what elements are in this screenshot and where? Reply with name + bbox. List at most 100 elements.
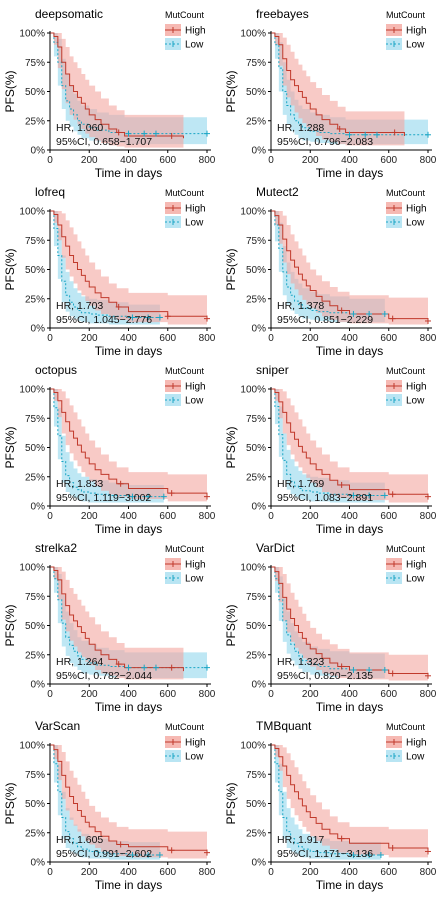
- y-tick-label: 75%: [25, 58, 45, 69]
- ci-annotation: 95%CI, 0.991−2.602: [56, 848, 152, 860]
- low-ci-band: [271, 745, 381, 860]
- high-ci-band: [271, 567, 428, 681]
- y-tick-label: 25%: [25, 472, 45, 483]
- x-axis-label: Time in days: [316, 522, 384, 536]
- high-ci-band: [271, 211, 428, 325]
- x-axis-label: Time in days: [95, 700, 163, 714]
- y-tick-label: 50%: [246, 443, 266, 454]
- y-tick-label: 100%: [19, 741, 45, 752]
- y-tick-label: 100%: [240, 29, 266, 40]
- legend-label-high: High: [406, 560, 427, 571]
- y-axis-label: PFS(%): [224, 604, 238, 646]
- panel-title: Mutect2: [256, 185, 299, 199]
- low-survival-line: [271, 210, 385, 315]
- ci-annotation: 95%CI, 1.045−2.776: [56, 314, 152, 326]
- panel-title: VarDict: [256, 541, 295, 555]
- x-tick-label: 0: [47, 155, 53, 166]
- x-tick-label: 0: [268, 689, 274, 700]
- x-tick-label: 400: [120, 333, 137, 344]
- x-tick-label: 800: [199, 155, 216, 166]
- x-tick-label: 800: [199, 511, 216, 522]
- ci-annotation: 95%CI, 0.782−2.044: [56, 670, 152, 682]
- y-tick-label: 75%: [25, 236, 45, 247]
- y-tick-label: 75%: [25, 592, 45, 603]
- high-ci-band: [50, 745, 207, 859]
- km-panel-vardict: VarDict 0% 25% 50% 75% 100% 0 200 400 600 800 Time …: [224, 541, 437, 714]
- high-ci-band: [271, 745, 428, 858]
- legend-label-low: Low: [185, 574, 204, 585]
- y-tick-label: 25%: [246, 650, 266, 661]
- x-axis-label: Time in days: [316, 344, 384, 358]
- km-panel-deepsomatic: deepsomatic 0% 25% 50% 75% 100% 0 200 400 600 800 T…: [3, 7, 216, 180]
- low-survival-line: [271, 744, 381, 856]
- high-ci-band: [271, 389, 428, 503]
- ci-annotation: 95%CI, 0.796−2.083: [277, 136, 373, 148]
- x-tick-label: 400: [341, 689, 358, 700]
- legend-title: MutCount: [165, 544, 205, 554]
- x-tick-label: 600: [159, 689, 176, 700]
- x-tick-label: 200: [302, 155, 319, 166]
- high-survival-line: [271, 32, 405, 136]
- panel-title: sniper: [256, 363, 289, 377]
- hr-annotation: HR, 1.378: [277, 300, 324, 312]
- legend-title: MutCount: [386, 188, 426, 198]
- legend-label-high: High: [406, 382, 427, 393]
- x-tick-label: 200: [302, 689, 319, 700]
- legend-title: MutCount: [165, 188, 205, 198]
- x-tick-label: 600: [380, 511, 397, 522]
- hr-annotation: HR, 1.769: [277, 478, 324, 490]
- y-tick-label: 75%: [246, 592, 266, 603]
- y-tick-label: 0%: [252, 680, 267, 691]
- y-tick-label: 50%: [25, 87, 45, 98]
- legend-label-low: Low: [406, 218, 425, 229]
- x-tick-label: 400: [341, 333, 358, 344]
- panel-title: strelka2: [35, 541, 77, 555]
- y-tick-label: 50%: [246, 87, 266, 98]
- x-tick-label: 600: [380, 689, 397, 700]
- y-tick-label: 0%: [31, 680, 46, 691]
- x-tick-label: 200: [302, 333, 319, 344]
- x-tick-label: 600: [380, 867, 397, 878]
- y-tick-label: 75%: [246, 414, 266, 425]
- x-tick-label: 0: [47, 511, 53, 522]
- x-tick-label: 0: [268, 511, 274, 522]
- legend-label-low: Low: [185, 752, 204, 763]
- low-survival-line: [50, 566, 207, 669]
- x-tick-label: 400: [120, 511, 137, 522]
- y-tick-label: 0%: [252, 324, 267, 335]
- km-panel-sniper: sniper 0% 25% 50% 75% 100% 0 200 400 600 800 Time i…: [224, 363, 437, 536]
- y-tick-label: 50%: [25, 799, 45, 810]
- y-tick-label: 75%: [246, 770, 266, 781]
- y-tick-label: 75%: [246, 236, 266, 247]
- hr-annotation: HR, 1.917: [277, 834, 324, 846]
- legend-label-high: High: [185, 738, 206, 749]
- x-axis-label: Time in days: [95, 522, 163, 536]
- y-axis-label: PFS(%): [224, 426, 238, 468]
- y-tick-label: 75%: [25, 770, 45, 781]
- y-tick-label: 25%: [25, 650, 45, 661]
- y-tick-label: 50%: [246, 621, 266, 632]
- legend-title: MutCount: [386, 722, 426, 732]
- legend-label-low: Low: [406, 396, 425, 407]
- ci-annotation: 95%CI, 1.083−2.891: [277, 492, 373, 504]
- x-tick-label: 0: [47, 867, 53, 878]
- y-tick-label: 0%: [252, 146, 267, 157]
- legend-label-low: Low: [185, 396, 204, 407]
- x-tick-label: 400: [341, 867, 358, 878]
- x-tick-label: 800: [420, 867, 437, 878]
- legend-title: MutCount: [386, 10, 426, 20]
- y-tick-label: 100%: [19, 29, 45, 40]
- low-survival-line: [271, 32, 428, 136]
- x-axis-label: Time in days: [316, 878, 384, 892]
- y-axis-label: PFS(%): [224, 248, 238, 290]
- y-tick-label: 100%: [19, 385, 45, 396]
- low-survival-line: [271, 388, 385, 496]
- hr-annotation: HR, 1.703: [56, 300, 103, 312]
- x-tick-label: 200: [81, 155, 98, 166]
- x-tick-label: 800: [420, 333, 437, 344]
- low-survival-line: [50, 32, 207, 135]
- x-tick-label: 400: [341, 511, 358, 522]
- y-tick-label: 50%: [246, 265, 266, 276]
- x-tick-label: 200: [302, 867, 319, 878]
